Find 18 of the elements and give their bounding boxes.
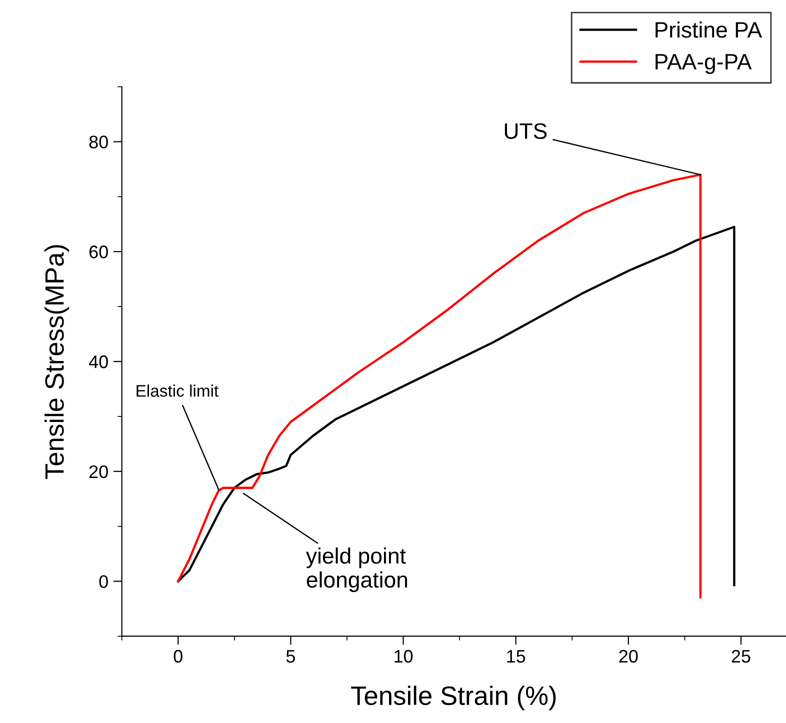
y-tick-label: 60 <box>89 246 108 258</box>
x-tick-label: 10 <box>394 650 413 663</box>
x-tick-label: 25 <box>732 650 750 663</box>
annotation: UTS <box>504 123 547 139</box>
y-axis-title: Tensile Stress(MPa) <box>44 245 70 479</box>
y-tick-label: 20 <box>89 465 108 478</box>
x-tick-label: 5 <box>286 650 295 663</box>
x-tick-label: 15 <box>507 650 526 663</box>
legend-label: Pristine PA <box>656 21 762 38</box>
y-tick-label: 0 <box>99 575 108 588</box>
y-tick-label: 40 <box>88 355 108 368</box>
annotation: Elastic limit <box>136 384 219 397</box>
x-axis-title: Tensile Strain (%) <box>351 686 556 710</box>
y-tick-label: 80 <box>89 136 108 148</box>
legend-label: PAA-g-PA <box>656 54 752 74</box>
annotation: yield point elongation <box>306 547 408 592</box>
x-tick-label: 0 <box>174 650 182 663</box>
x-tick-label: 20 <box>619 650 638 663</box>
